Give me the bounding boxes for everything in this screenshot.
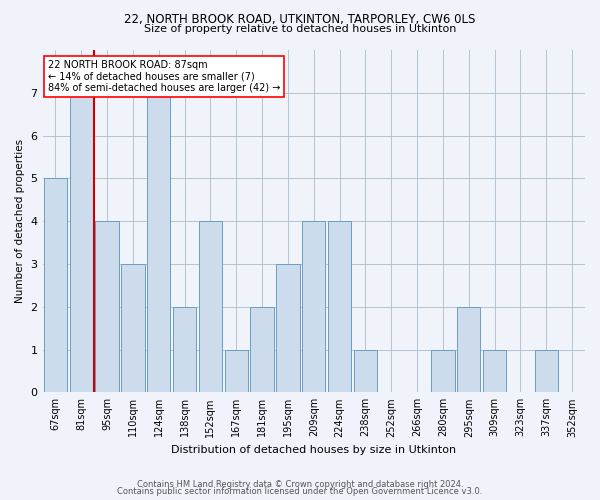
Bar [277,264,299,392]
Bar [44,178,67,392]
Bar [70,93,93,392]
Text: Size of property relative to detached houses in Utkinton: Size of property relative to detached ho… [144,24,456,34]
Bar [121,264,145,392]
Text: 22, NORTH BROOK ROAD, UTKINTON, TARPORLEY, CW6 0LS: 22, NORTH BROOK ROAD, UTKINTON, TARPORLE… [124,12,476,26]
Y-axis label: Number of detached properties: Number of detached properties [15,139,25,303]
Bar [354,350,377,393]
Bar [95,221,119,392]
Bar [328,221,351,392]
Bar [147,93,170,392]
X-axis label: Distribution of detached houses by size in Utkinton: Distribution of detached houses by size … [171,445,457,455]
Bar [199,221,222,392]
Bar [224,350,248,393]
Text: Contains public sector information licensed under the Open Government Licence v3: Contains public sector information licen… [118,487,482,496]
Text: 22 NORTH BROOK ROAD: 87sqm
← 14% of detached houses are smaller (7)
84% of semi-: 22 NORTH BROOK ROAD: 87sqm ← 14% of deta… [48,60,280,94]
Bar [302,221,325,392]
Text: Contains HM Land Registry data © Crown copyright and database right 2024.: Contains HM Land Registry data © Crown c… [137,480,463,489]
Bar [173,306,196,392]
Bar [457,306,481,392]
Bar [431,350,455,393]
Bar [535,350,558,393]
Bar [483,350,506,393]
Bar [250,306,274,392]
